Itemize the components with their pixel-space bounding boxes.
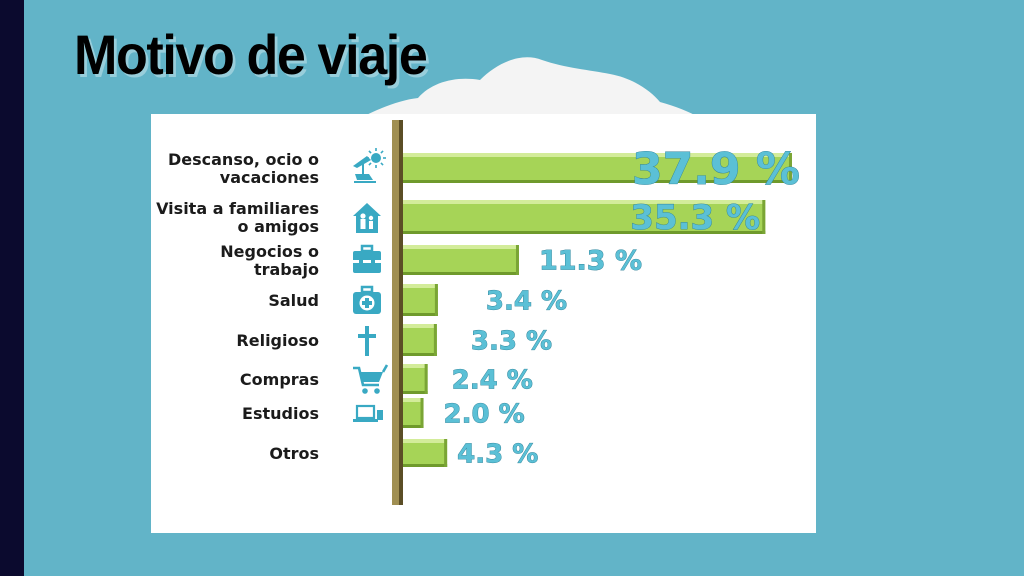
value-label: 4.3 % (457, 439, 538, 469)
laptop-icon (353, 404, 383, 422)
briefcase-icon (353, 244, 381, 273)
category-label: Compras (240, 370, 319, 389)
bar (403, 439, 448, 467)
chart-panel: 37.9 % 35.3 % 11.3 % 3.4 % 3.3 % 2.4 % 2.0 % 4.… (151, 114, 816, 533)
bar (403, 364, 428, 394)
medical-kit-icon (353, 285, 381, 314)
bar (403, 200, 766, 234)
bar (403, 153, 792, 183)
bar (403, 324, 437, 356)
category-label: trabajo (254, 260, 319, 279)
value-label: 11.3 % (539, 246, 642, 277)
category-label: vacaciones (220, 168, 319, 187)
category-label: Visita a familiares (156, 199, 319, 218)
category-label: Religioso (236, 331, 319, 350)
category-label: o amigos (238, 217, 319, 236)
bar-chart: 37.9 %35.3 % 11.3 % 3.4 % 3.3 % 2.4 % 2.0 % 4.… (156, 120, 800, 505)
category-label: Salud (268, 291, 319, 310)
value-label: 2.4 % (452, 365, 533, 395)
value-label: 3.4 % (486, 286, 567, 316)
category-label: Negocios o (220, 242, 319, 261)
category-label: Estudios (242, 404, 319, 423)
cloud-shape (360, 57, 700, 118)
value-label: 35.3 % (630, 198, 760, 238)
category-label: Descanso, ocio o (168, 150, 319, 169)
bar (403, 284, 438, 316)
sun-beach-chair-icon (353, 148, 386, 183)
axis-post (392, 120, 403, 505)
category-label: Otros (269, 444, 319, 463)
family-house-icon (353, 203, 381, 233)
cross-icon (358, 326, 376, 356)
bar (403, 398, 424, 428)
page-title: Motivo de viaje (74, 23, 428, 86)
shopping-cart-icon (353, 364, 389, 394)
left-accent-strip (0, 0, 24, 576)
bar (403, 245, 519, 275)
value-label: 3.3 % (471, 326, 552, 356)
value-label: 2.0 % (444, 399, 525, 429)
value-label: 37.9 % (632, 144, 800, 195)
